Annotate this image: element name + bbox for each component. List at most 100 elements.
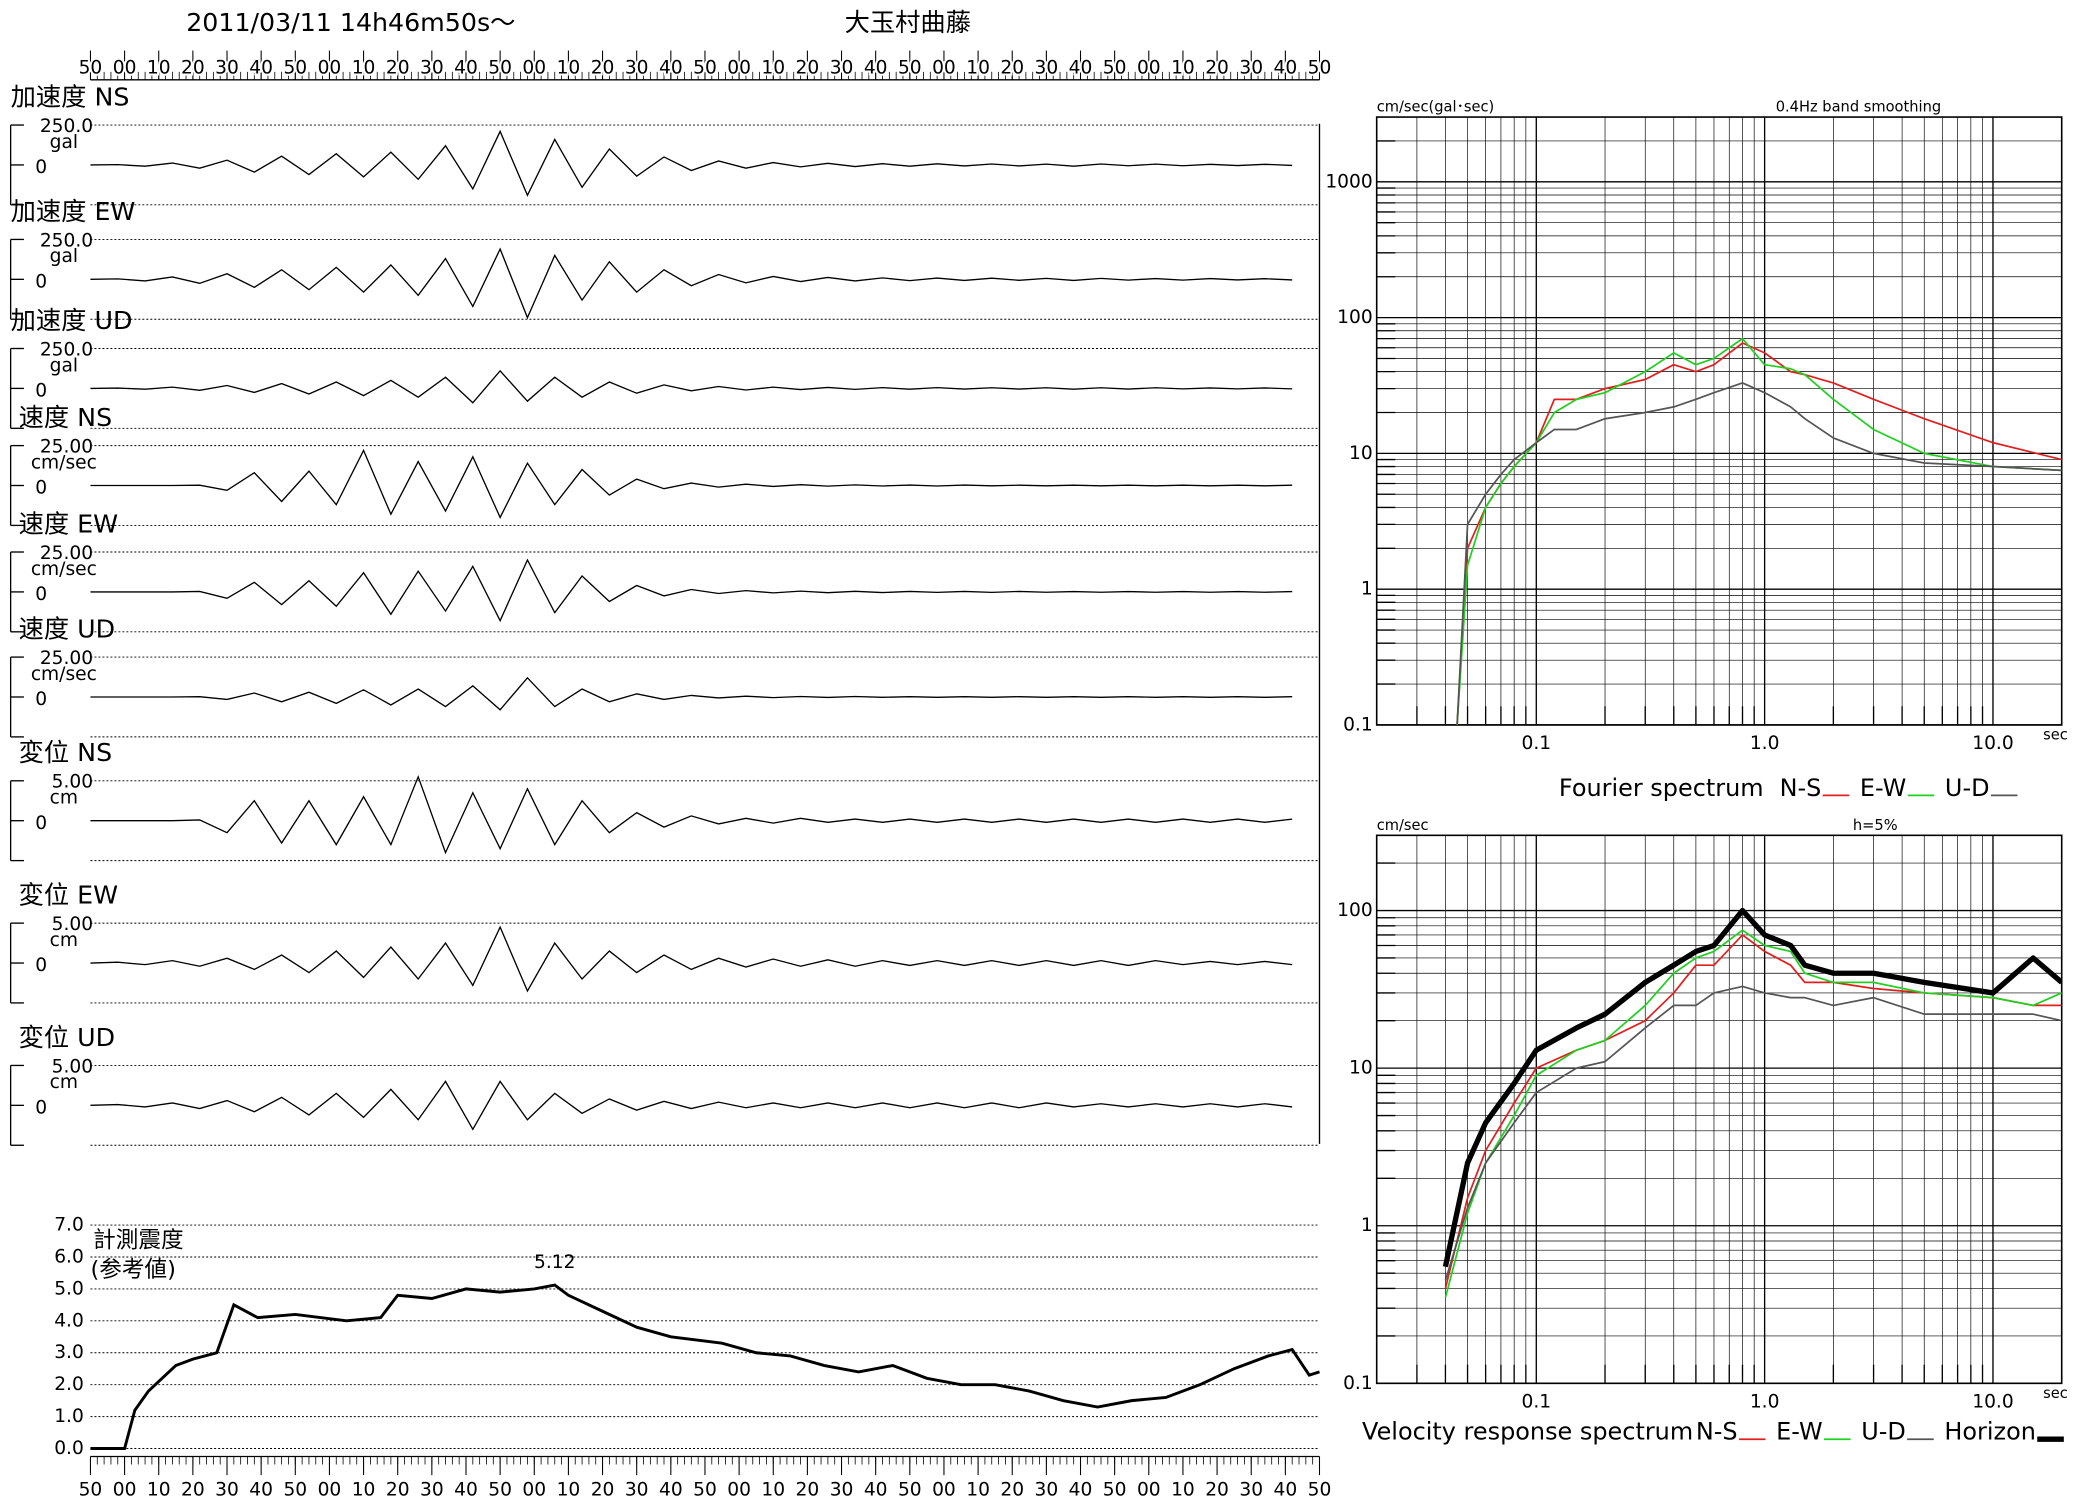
- x-tick-label: 00: [318, 57, 342, 78]
- x-tick-label: 50: [283, 57, 307, 78]
- legend-label: E-W: [1860, 774, 1906, 802]
- spectrum-line: [1456, 382, 2062, 725]
- x-tick-label: 50: [79, 57, 103, 78]
- spectrum-line: [1444, 929, 2062, 1298]
- x-tick-label: 10: [352, 1479, 376, 1500]
- x-tick-label: 10: [1171, 1479, 1195, 1500]
- x-tick-label: 50: [1103, 1479, 1127, 1500]
- y-tick-label: 25.00: [40, 543, 93, 564]
- x-tick-label: 20: [386, 57, 410, 78]
- waveform: [90, 448, 1293, 519]
- y-tick-label: 100: [1337, 900, 1373, 921]
- legend-label: N-S: [1780, 774, 1822, 802]
- x-tick-label: 50: [898, 57, 922, 78]
- x-tick-label: 00: [318, 1479, 342, 1500]
- x-tick-label: 30: [830, 57, 854, 78]
- x-tick-label: 20: [1000, 57, 1024, 78]
- y-tick-label: 10: [1349, 1058, 1373, 1079]
- x-tick-label: 10: [147, 57, 171, 78]
- x-tick-label: 50: [1103, 57, 1127, 78]
- unit-label: cm/sec: [31, 559, 97, 580]
- plot-frame: [1375, 834, 2063, 1385]
- x-tick-label: 20: [181, 57, 205, 78]
- x-tick-label: 40: [454, 1479, 478, 1500]
- y-axis-label: cm/sec: [1377, 817, 1429, 834]
- spectrum-line: [1444, 985, 2062, 1281]
- x-tick-label: 50: [693, 57, 717, 78]
- waveform: [90, 676, 1293, 711]
- x-tick-label: 50: [1308, 1479, 1332, 1500]
- trace-title: 加速度 EW: [11, 197, 136, 226]
- y-tick-label: 2.0: [54, 1374, 84, 1395]
- unit-label: gal: [50, 132, 78, 153]
- trace-title: 加速度 NS: [11, 82, 130, 111]
- y-tick-label: 250.0: [40, 116, 93, 137]
- legend-label: U-D: [1945, 774, 1990, 802]
- x-tick-label: 30: [420, 57, 444, 78]
- x-tick-label: 00: [932, 57, 956, 78]
- y-tick-label: 0: [35, 271, 47, 292]
- x-tick-label: 40: [1274, 1479, 1298, 1500]
- x-tick-label: 40: [864, 1479, 888, 1500]
- x-tick-label: 50: [283, 1479, 307, 1500]
- chart-subtitle: (参考値): [90, 1257, 175, 1283]
- y-tick-label: 25.00: [40, 648, 93, 669]
- x-tick-label: 10.0: [1972, 733, 2013, 754]
- x-tick-label: 0.1: [1521, 1391, 1551, 1412]
- x-tick-label: 40: [249, 57, 273, 78]
- station-name: 大玉村曲藤: [845, 8, 971, 37]
- x-tick-label: 10: [557, 1479, 581, 1500]
- spectrum-line: [1444, 934, 2062, 1289]
- x-tick-label: 10: [761, 57, 785, 78]
- trace-title: 変位 EW: [19, 881, 119, 910]
- y-tick-label: 0: [35, 157, 47, 178]
- y-tick-label: 0.0: [54, 1438, 84, 1459]
- y-tick-label: 0: [35, 381, 47, 402]
- chart-title: 計測震度: [93, 1228, 183, 1254]
- x-tick-label: 30: [1035, 1479, 1059, 1500]
- x-tick-label: 20: [386, 1479, 410, 1500]
- x-tick-label: 30: [1035, 57, 1059, 78]
- x-tick-label: 50: [898, 1479, 922, 1500]
- x-tick-label: 1.0: [1750, 733, 1780, 754]
- x-tick-label: 00: [727, 1479, 751, 1500]
- legend-title: Fourier spectrum: [1559, 774, 1764, 802]
- y-tick-label: 5.0: [54, 1278, 84, 1299]
- x-tick-label: 30: [625, 1479, 649, 1500]
- y-tick-label: 25.00: [40, 436, 93, 457]
- y-axis-label: cm/sec(gal･sec): [1377, 99, 1495, 116]
- x-tick-label: 1.0: [1750, 1391, 1780, 1412]
- x-tick-label: 20: [181, 1479, 205, 1500]
- x-tick-label: 20: [1205, 57, 1229, 78]
- x-tick-label: 30: [420, 1479, 444, 1500]
- x-tick-label: 40: [1069, 1479, 1093, 1500]
- y-tick-label: 7.0: [54, 1215, 84, 1236]
- waveform: [90, 1080, 1293, 1131]
- y-tick-label: 250.0: [40, 230, 93, 251]
- waveform: [90, 558, 1293, 623]
- unit-label: cm: [50, 1072, 78, 1093]
- unit-label: cm/sec: [31, 664, 97, 685]
- x-tick-label: 10: [966, 57, 990, 78]
- waveform: [90, 925, 1293, 993]
- x-tick-label: 10: [761, 1479, 785, 1500]
- y-tick-label: 1000: [1325, 171, 1372, 192]
- unit-label: cm/sec: [31, 452, 97, 473]
- spectrum-line: [1442, 907, 2062, 1268]
- y-tick-label: 0: [35, 955, 47, 976]
- x-tick-label: 10: [147, 1479, 171, 1500]
- x-tick-label: 00: [522, 1479, 546, 1500]
- plot-frame: [1375, 116, 2063, 726]
- y-tick-label: 5.00: [52, 914, 93, 935]
- unit-label: gal: [50, 246, 78, 267]
- x-tick-label: 10: [557, 57, 581, 78]
- x-tick-label: 40: [1069, 57, 1093, 78]
- x-tick-label: 00: [522, 57, 546, 78]
- y-tick-label: 4.0: [54, 1310, 84, 1331]
- y-tick-label: 0: [35, 1098, 47, 1119]
- x-tick-label: 10: [352, 57, 376, 78]
- x-tick-label: 50: [488, 57, 512, 78]
- x-tick-label: 00: [113, 57, 137, 78]
- x-tick-label: 40: [454, 57, 478, 78]
